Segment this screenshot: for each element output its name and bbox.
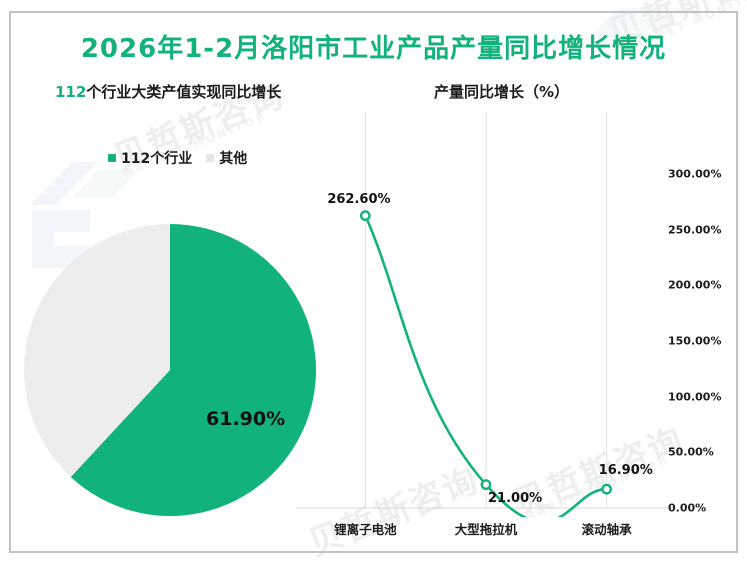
y-axis-tick-3: 150.00% <box>668 334 722 348</box>
x-axis-tick-0: 锂离子电池 <box>334 522 397 537</box>
pie-chart-subtitle: 112个行业大类产值实现同比增长 <box>55 81 281 102</box>
legend-label-1: 其他 <box>219 151 248 167</box>
pie-chart-svg <box>23 224 316 516</box>
pie-subtitle-rest: 个行业大类产值实现同比增长 <box>86 83 282 101</box>
page-title: 2026年1-2月洛阳市工业产品产量同比增长情况 <box>80 34 667 64</box>
line-chart-y-axis: 0.00% 50.00% 100.00% 150.00% 200.00% 250.00% 3… <box>668 112 746 517</box>
y-axis-tick-5: 250.00% <box>668 223 722 237</box>
pie-slice-1[interactable] <box>23 224 170 478</box>
chart-frame <box>9 11 738 553</box>
y-axis-tick-4: 200.00% <box>668 278 722 292</box>
legend-item-1[interactable]: 其他 <box>206 148 247 168</box>
legend-label-0: 112个行业 <box>121 151 193 167</box>
y-axis-tick-0: 0.00% <box>668 501 707 515</box>
line-chart-svg <box>296 112 676 524</box>
x-axis-tick-2: 滚动轴承 <box>581 522 632 537</box>
x-axis-tick-1: 大型拖拉机 <box>454 522 518 537</box>
line-data-label-0: 262.60% <box>327 191 391 207</box>
y-axis-tick-2: 100.00% <box>668 390 722 404</box>
line-marker-0[interactable] <box>359 210 371 222</box>
y-axis-tick-1: 50.00% <box>668 445 714 459</box>
legend-swatch-icon-1 <box>206 154 215 162</box>
legend-item-0[interactable]: 112个行业 <box>108 148 192 168</box>
line-chart-subtitle: 产量同比增长（%） <box>434 83 570 101</box>
pie-slice-value-label: 61.90% <box>206 408 286 430</box>
line-data-label-1: 21.00% <box>488 490 543 506</box>
line-data-label-2: 16.90% <box>598 463 653 479</box>
line-marker-1[interactable] <box>480 479 492 491</box>
legend-swatch-icon-0 <box>108 154 116 162</box>
pie-slice-0[interactable] <box>70 224 316 516</box>
line-marker-2[interactable] <box>601 483 613 495</box>
pie-chart[interactable] <box>23 223 317 517</box>
pie-subtitle-highlight: 112 <box>55 83 87 101</box>
y-axis-tick-6: 300.00% <box>668 167 722 181</box>
line-chart[interactable] <box>296 112 676 524</box>
pie-legend: 112个行业 其他 <box>108 148 247 168</box>
